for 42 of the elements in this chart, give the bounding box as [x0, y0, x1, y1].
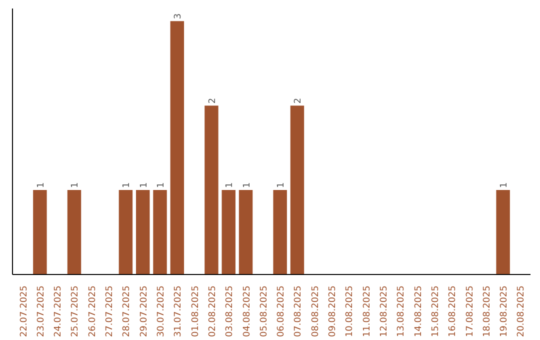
x-tick-label: 01.08.2025 — [190, 286, 201, 338]
data-label: 1 — [36, 182, 46, 188]
data-label: 1 — [276, 182, 287, 188]
x-tick-label: 12.08.2025 — [379, 286, 390, 338]
x-tick-label: 24.07.2025 — [54, 286, 64, 338]
x-tick-label: 14.08.2025 — [414, 286, 424, 338]
data-label: 3 — [174, 13, 184, 20]
x-tick-label: 17.08.2025 — [465, 286, 476, 338]
x-tick-label: 02.08.2025 — [208, 286, 218, 338]
x-tick-label: 29.07.2025 — [139, 286, 150, 338]
data-label: 2 — [294, 98, 304, 104]
data-label: 1 — [500, 182, 510, 188]
x-tick-label: 26.07.2025 — [88, 286, 98, 338]
data-label: 1 — [242, 182, 252, 188]
x-tick-label: 20.08.2025 — [516, 286, 527, 338]
data-label: 1 — [139, 182, 150, 188]
x-tick-label: 31.07.2025 — [174, 286, 184, 338]
x-tick-label: 11.08.2025 — [362, 286, 372, 338]
x-tick-label: 18.08.2025 — [482, 286, 492, 338]
data-label: 1 — [225, 182, 236, 188]
x-tick-label: 03.08.2025 — [225, 286, 236, 338]
data-label: 2 — [208, 98, 218, 104]
x-tick-label: 16.08.2025 — [448, 286, 458, 338]
x-tick-label: 23.07.2025 — [36, 286, 46, 338]
data-label: 1 — [70, 182, 81, 188]
x-tick-label: 19.08.2025 — [500, 286, 510, 338]
x-tick-label: 25.07.2025 — [70, 286, 81, 338]
x-tick-label: 06.08.2025 — [276, 286, 287, 338]
x-tick-label: 27.07.2025 — [105, 286, 116, 338]
x-tick-label: 28.07.2025 — [122, 286, 132, 338]
x-tick-label: 10.08.2025 — [345, 286, 356, 338]
x-tick-label: 30.07.2025 — [156, 286, 167, 338]
x-tick-label: 09.08.2025 — [328, 286, 338, 338]
x-tick-label: 07.08.2025 — [294, 286, 304, 338]
data-label: 1 — [156, 182, 167, 188]
data-label: 1 — [122, 182, 132, 188]
x-tick-label: 05.08.2025 — [259, 286, 270, 338]
x-tick-label: 13.08.2025 — [396, 286, 407, 338]
x-tick-label: 04.08.2025 — [242, 286, 252, 338]
x-tick-label: 08.08.2025 — [310, 286, 321, 338]
x-tick-label: 22.07.2025 — [19, 286, 30, 338]
x-tick-label: 15.08.2025 — [430, 286, 441, 338]
